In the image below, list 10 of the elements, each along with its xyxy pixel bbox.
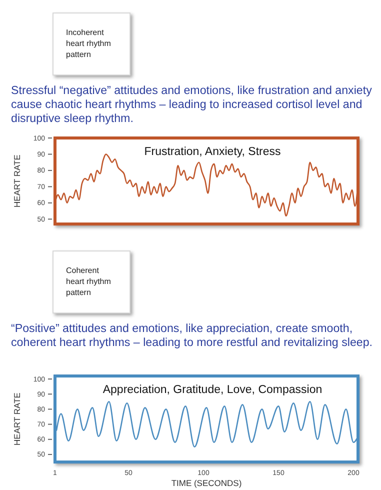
y-axis-title: HEART RATE [12,392,22,446]
annotation: Appreciation, Gratitude, Love, Compassion [102,384,322,396]
annotation: Frustration, Anxiety, Stress [144,146,282,158]
chart-title: Coherent heart rhythm pattern [66,266,112,297]
chart-subtitle: Stressful “negative” attitudes and emotions, like frustration and anxiety cause chaotic heart rhythms – leading to increased cortisol level and disruptive sleep rhythm. [11,84,372,125]
line-series [56,401,359,448]
y-axis-title: HEART RATE [12,154,22,208]
chart-title: Incoherent heart rhythm pattern [66,28,112,59]
x-axis-title: TIME (SECONDS) [171,478,242,488]
chart-subtitle: “Positive” attitudes and emotions, like appreciation, create smooth, coherent heart rhythms – leading to more restful and revitalizing sleep. [11,322,373,349]
